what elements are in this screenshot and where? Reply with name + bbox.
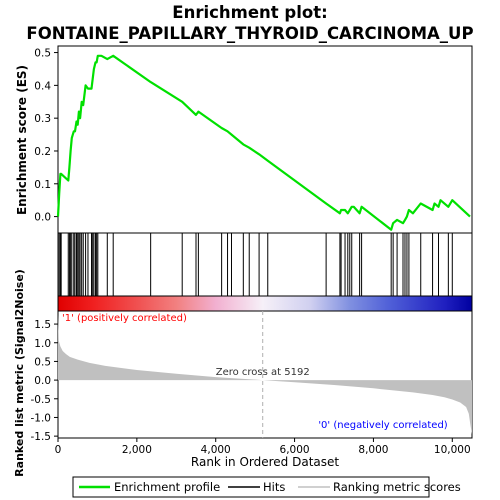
es-panel-frame xyxy=(57,45,473,234)
metric-x-tick-label: 6,000 xyxy=(280,444,310,456)
metric-y-tick-label: 0.5 xyxy=(34,356,51,368)
legend: Enrichment profile Hits Ranking metric s… xyxy=(72,476,461,498)
title-line-1: Enrichment plot: xyxy=(172,3,327,22)
es-y-tick-label: 0.5 xyxy=(34,48,51,60)
metric-x-tick-label: 8,000 xyxy=(358,444,388,456)
zero-cross-label: Zero cross at 5192 xyxy=(216,367,310,378)
metric-y-tick-label: 0.0 xyxy=(34,375,51,387)
metric-x-tick-label: 2,000 xyxy=(122,444,152,456)
es-y-tick-label: 0.2 xyxy=(34,146,51,158)
metric-x-axis-label: Rank in Ordered Dataset xyxy=(191,455,339,469)
es-y-ticks: 0.0 0.1 0.2 0.3 0.4 0.5 xyxy=(34,48,58,224)
hits-panel-frame xyxy=(57,232,473,297)
hits-panel xyxy=(57,232,473,297)
es-y-tick-label: 0.1 xyxy=(34,179,51,191)
es-profile-line xyxy=(56,54,471,231)
negative-correlation-label: '0' (negatively correlated) xyxy=(318,420,447,431)
positive-correlation-label: '1' (positively correlated) xyxy=(62,313,187,324)
legend-hits-label: Hits xyxy=(263,480,285,494)
legend-es-label: Enrichment profile xyxy=(114,480,220,494)
metric-y-tick-label: 1.0 xyxy=(34,338,51,350)
metric-x-tick-label: 10,000 xyxy=(434,444,471,456)
es-panel: 0.0 0.1 0.2 0.3 0.4 0.5 Enrichment score (ES) xyxy=(15,45,473,234)
metric-x-ticks: 0 2,000 4,000 6,000 8,000 10,000 xyxy=(55,438,471,456)
metric-x-tick-label: 4,000 xyxy=(201,444,231,456)
hit-lines xyxy=(58,233,453,296)
es-y-tick-label: 0.0 xyxy=(34,212,51,224)
ranking-metric-area xyxy=(58,314,472,435)
metric-y-tick-label: 1.5 xyxy=(34,319,51,331)
metric-y-ticks: -1.5 -1.0 -0.5 0.0 0.5 1.0 1.5 xyxy=(31,319,58,443)
rank-heat-band xyxy=(57,295,473,312)
metric-y-tick-label: -0.5 xyxy=(31,394,52,406)
metric-x-tick-label: 0 xyxy=(55,444,62,456)
metric-panel: Zero cross at 5192 '1' (positively corre… xyxy=(13,269,473,477)
es-y-tick-label: 0.3 xyxy=(34,113,51,125)
metric-y-tick-label: -1.5 xyxy=(31,431,52,443)
es-y-axis-label: Enrichment score (ES) xyxy=(15,65,29,215)
title-line-2: FONTAINE_PAPILLARY_THYROID_CARCINOMA_UP xyxy=(26,24,473,43)
legend-metric-label: Ranking metric scores xyxy=(333,480,461,494)
metric-y-axis-label: Ranked list metric (Signal2Noise) xyxy=(13,269,26,477)
metric-y-tick-label: -1.0 xyxy=(31,412,52,424)
es-y-tick-label: 0.4 xyxy=(34,80,51,92)
